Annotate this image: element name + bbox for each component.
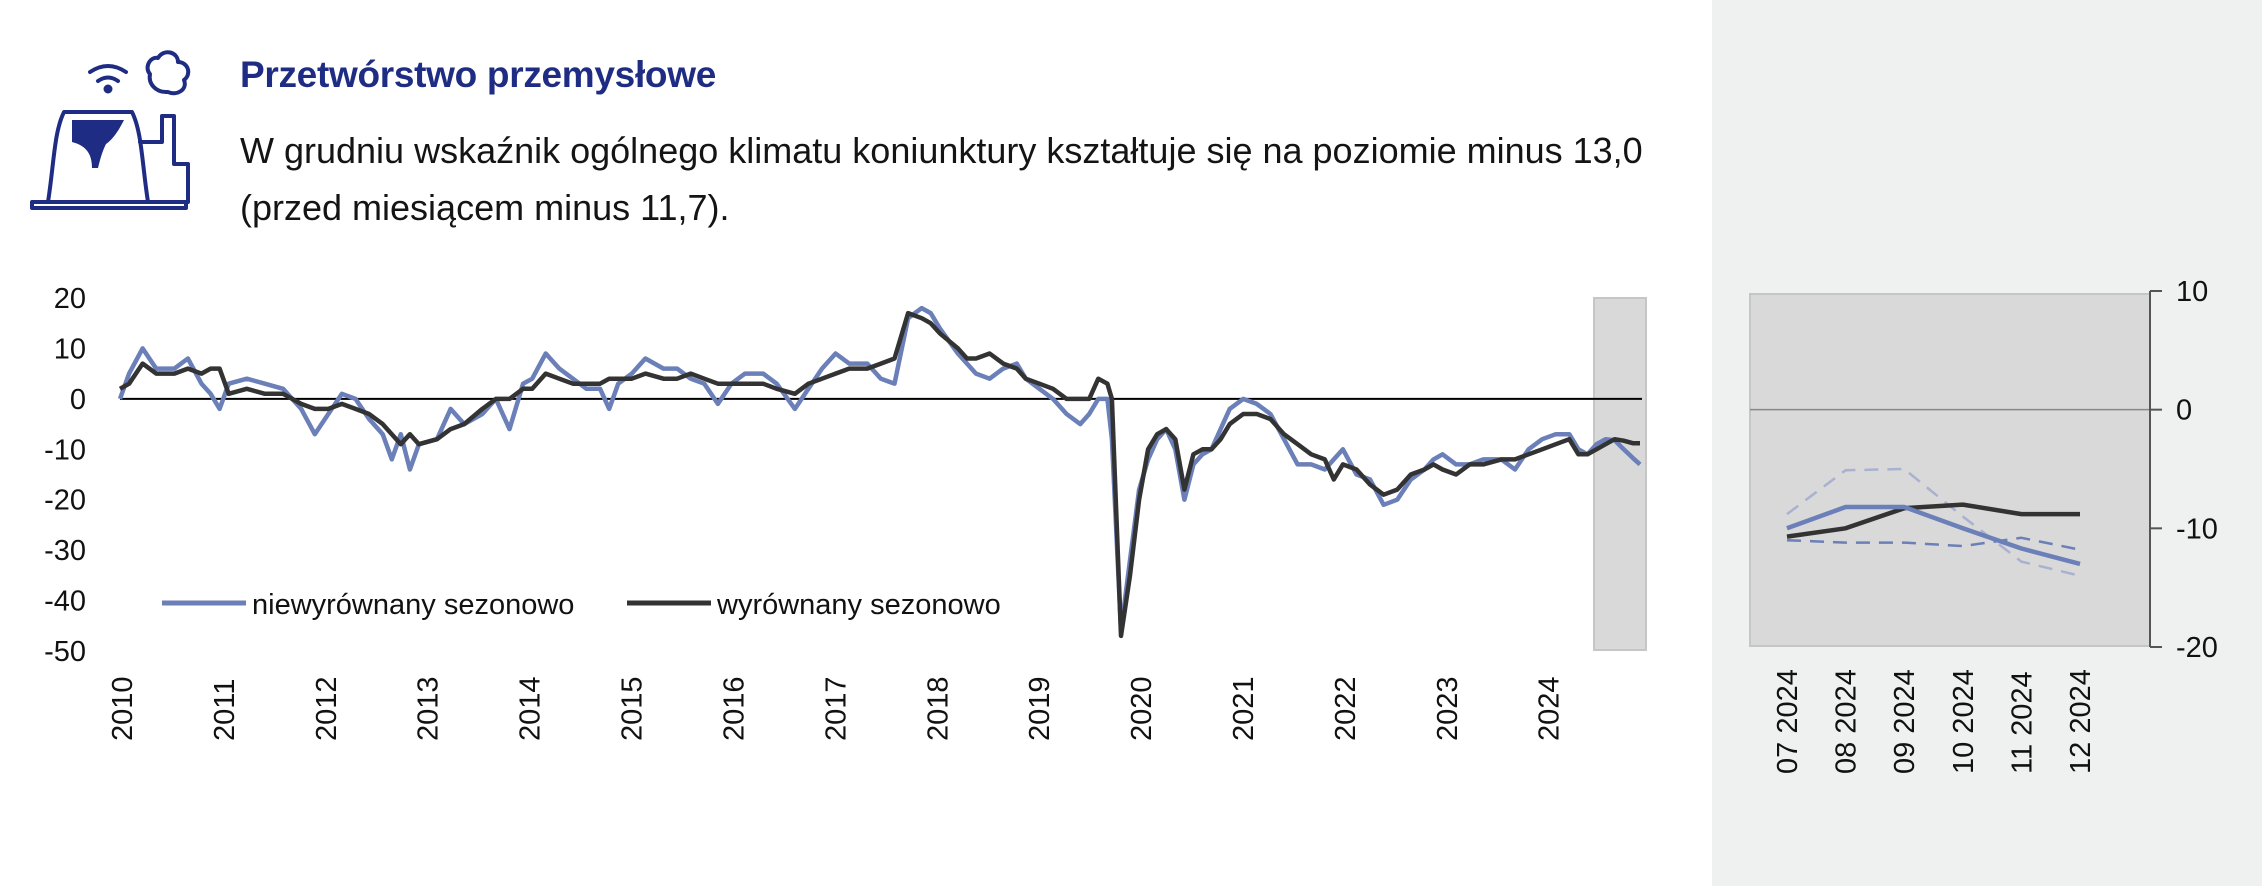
x-tick-label: 2012	[311, 676, 343, 741]
zoom-y-tick-label: -20	[2176, 632, 2218, 664]
series-line-adjusted	[118, 310, 1640, 639]
legend-label-adjusted: wyrównany sezonowo	[716, 589, 1001, 621]
y-tick-label: -20	[44, 485, 86, 517]
y-tick-label: 20	[54, 283, 86, 315]
y-tick-label: -50	[44, 636, 86, 668]
y-tick-label: -30	[44, 535, 86, 567]
y-tick-label: -10	[44, 434, 86, 466]
zoom-series-adjusted	[1786, 502, 2080, 539]
x-tick-label: 2020	[1126, 676, 1158, 741]
x-tick-label: 2021	[1228, 676, 1260, 741]
section-title: Przetwórstwo przemysłowe	[240, 54, 716, 95]
section-description: W grudniu wskaźnik ogólnego klimatu koni…	[240, 130, 1643, 228]
x-tick-label: 2013	[413, 676, 445, 741]
zoom-x-tick-label: 08 2024	[1831, 669, 1863, 774]
x-tick-label: 2024	[1534, 676, 1566, 741]
zoom-x-tick-label: 12 2024	[2065, 669, 2097, 774]
factory-icon	[28, 44, 198, 219]
legend-label-unadjusted: niewyrównany sezonowo	[252, 589, 574, 621]
zoom-series-unadjusted-previous	[1786, 467, 2081, 578]
y-tick-label: 0	[70, 384, 86, 416]
zoom-y-tick-label: 0	[2176, 395, 2192, 427]
zoom-y-tick-label: 10	[2176, 276, 2208, 308]
zoom-x-tick-label: 09 2024	[1889, 669, 1921, 774]
x-tick-label: 2016	[718, 676, 750, 741]
x-tick-label: 2017	[820, 676, 852, 741]
zoom-x-tick-label: 11 2024	[2006, 671, 2038, 774]
zoom-series-unadjusted	[1786, 504, 2081, 567]
x-tick-label: 2015	[617, 676, 649, 741]
zoom-x-tick-label: 10 2024	[1948, 669, 1980, 774]
zoom-series-adjusted-previous	[1786, 536, 2081, 551]
x-tick-label: 2019	[1024, 676, 1056, 741]
zoom-x-tick-label: 07 2024	[1772, 669, 1804, 774]
zoom-plot-area	[1749, 293, 2151, 647]
highlight-band	[1593, 297, 1647, 651]
x-tick-label: 2023	[1432, 676, 1464, 741]
y-tick-label: -40	[44, 586, 86, 618]
x-tick-label: 2011	[209, 679, 241, 741]
x-tick-label: 2022	[1330, 676, 1362, 741]
x-tick-label: 2010	[107, 676, 139, 741]
x-tick-label: 2014	[515, 676, 547, 741]
y-tick-label: 10	[54, 333, 86, 365]
zoom-y-tick-label: -10	[2176, 513, 2218, 545]
x-tick-label: 2018	[922, 676, 954, 741]
